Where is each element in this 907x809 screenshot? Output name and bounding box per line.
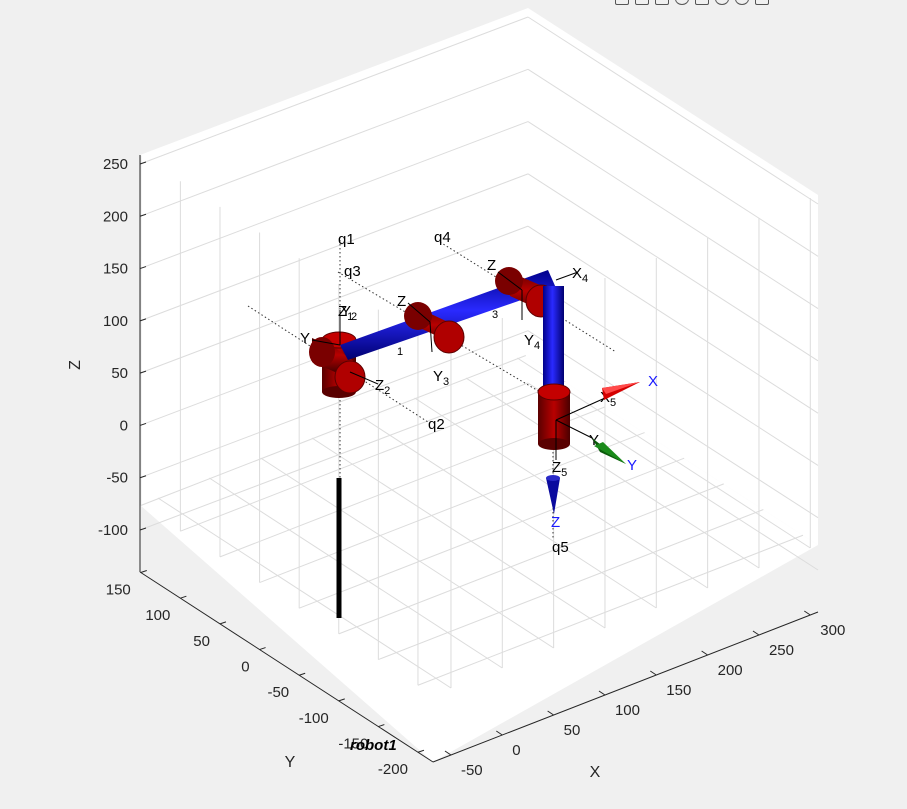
triad-z-label: Z	[551, 514, 560, 531]
x-tick-label: 50	[564, 722, 581, 739]
x-tick-label: 100	[615, 702, 640, 719]
z-tick-labels: 250 200 150 100 50 0 -50 -100	[98, 156, 147, 539]
datacursor-icon[interactable]	[655, 0, 669, 5]
svg-text:1: 1	[397, 346, 403, 358]
y-tick-label: -150	[338, 736, 368, 753]
svg-text:Z: Z	[487, 257, 496, 274]
svg-text:Z: Z	[397, 293, 406, 310]
joint-2-cylinder	[309, 337, 366, 394]
z-tick-label: 250	[103, 156, 128, 173]
svg-text:Y: Y	[300, 330, 310, 347]
y-tick-label: 100	[145, 607, 170, 624]
pan-icon[interactable]	[695, 0, 709, 5]
y-tick-label: 50	[193, 633, 210, 650]
z-tick-label: 100	[103, 313, 128, 330]
y-tick-labels: 150 100 50 0 -50 -100 -150 -200	[106, 570, 425, 778]
y-tick-label: 150	[106, 582, 131, 599]
z-tick-label: 200	[103, 208, 128, 225]
joint-3-cylinder	[404, 302, 465, 354]
triad-y-label: Y	[627, 457, 637, 474]
z-tick-label: 0	[120, 417, 128, 434]
home-icon[interactable]	[755, 0, 769, 5]
z-tick-label: 150	[103, 261, 128, 278]
axes-box	[140, 8, 818, 762]
y-axis-label: Y	[285, 754, 296, 771]
triad-x-label: X	[648, 373, 658, 390]
z-tick-label: -50	[106, 470, 128, 487]
axes-toolbar[interactable]	[615, 0, 811, 6]
x-tick-label: 200	[718, 662, 743, 679]
x-axis-label: X	[590, 764, 601, 781]
joint-label-q4: q4	[434, 229, 451, 246]
y-tick-label: -50	[267, 684, 289, 701]
x-tick-label: 250	[769, 642, 794, 659]
triad-z-cone	[546, 475, 560, 514]
x-tick-label: 0	[512, 742, 520, 759]
y-tick-label: 0	[241, 659, 249, 676]
link-2	[543, 286, 564, 390]
save-icon[interactable]	[615, 0, 629, 5]
x-tick-label: -50	[461, 762, 483, 779]
joint-label-q5: q5	[552, 539, 569, 556]
x-tick-labels: -50 0 50 100 150 200 250 300	[444, 610, 845, 779]
brush-icon[interactable]	[635, 0, 649, 5]
joint-label-q2: q2	[428, 416, 445, 433]
triad-x-cone	[602, 382, 640, 400]
joint-label-q3: q3	[344, 263, 361, 280]
joint-5-cylinder	[537, 383, 571, 450]
x-tick-label: 150	[666, 682, 691, 699]
axes-edges	[139, 155, 819, 763]
joint-label-q1: q1	[338, 231, 355, 248]
frame-lines	[311, 271, 606, 460]
y-tick-label: -200	[378, 761, 408, 778]
z-tick-label: -100	[98, 522, 128, 539]
y-tick-label: -100	[299, 710, 329, 727]
robot-name-label: robot1	[350, 737, 397, 754]
triad-y-cone	[592, 438, 626, 464]
z-tick-label: 50	[111, 365, 128, 382]
z-axis-label: Z	[67, 360, 84, 370]
joint-labels: q1 q2 q3 q4 q5	[338, 229, 569, 556]
x-tick-label: 300	[820, 622, 845, 639]
svg-text:3: 3	[492, 309, 498, 321]
